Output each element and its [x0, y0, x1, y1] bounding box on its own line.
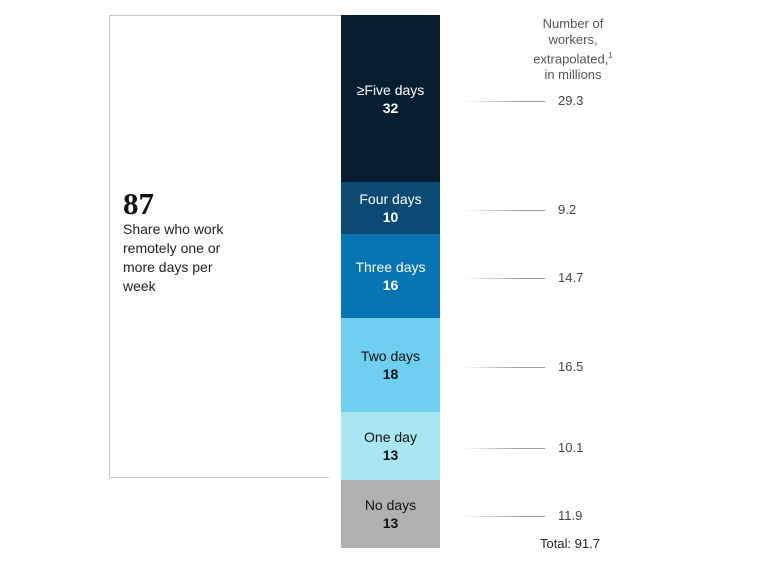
remote-share-label: Share who work remotely one or more days…	[123, 221, 224, 294]
workers-header-unit: in millions	[544, 67, 602, 83]
workers-value: 10.1	[558, 440, 584, 456]
segment-category: No days	[364, 497, 417, 514]
workers-value: 29.3	[558, 92, 584, 108]
remote-share-value: 87	[123, 186, 154, 221]
segment-category: Three days	[355, 259, 426, 276]
workers-total: Total: 91.7	[540, 536, 600, 551]
bar-segment-label: ≥Five days 32	[331, 81, 450, 117]
workers-leader-line	[463, 448, 545, 450]
bar-segment-label: Three days 16	[331, 258, 450, 294]
bar-segment	[341, 412, 440, 481]
bar-segment-label: Two days 18	[331, 347, 450, 383]
bar-segment-label: One day 13	[331, 428, 450, 464]
workers-leader-line	[463, 100, 545, 102]
bar-segment	[341, 318, 440, 413]
bar-segment	[341, 15, 440, 183]
segment-value: 13	[382, 447, 399, 464]
workers-column-header: Number of workers, extrapolated,1 in mil…	[520, 16, 626, 83]
segment-value: 10	[382, 209, 399, 226]
workers-value: 9.2	[558, 202, 577, 218]
workers-leader-line	[463, 210, 545, 212]
workers-leader-line	[463, 278, 545, 280]
workers-value: 11.9	[558, 508, 583, 524]
segment-value: 13	[382, 515, 399, 532]
bar-segment-label: Four days 10	[331, 190, 450, 226]
bar-segment	[341, 480, 440, 548]
segment-category: One day	[364, 429, 417, 446]
workers-header-footnote: 1	[608, 51, 613, 60]
segment-value: 16	[382, 277, 399, 294]
bar-segment	[341, 234, 440, 319]
bar-segment	[341, 182, 440, 235]
workers-leader-line	[463, 367, 545, 369]
segment-value: 18	[382, 366, 399, 383]
workers-value: 14.7	[558, 270, 584, 286]
segment-category: ≥Five days	[356, 81, 425, 98]
segment-category: Two days	[360, 348, 421, 365]
workers-leader-line	[463, 516, 545, 518]
workers-header-text: Number of workers, extrapolated,	[533, 16, 609, 67]
segment-category: Four days	[359, 191, 422, 208]
remote-share-bracket	[109, 15, 341, 478]
bar-segment-label: No days 13	[331, 496, 450, 532]
workers-value: 16.5	[558, 359, 584, 375]
segment-value: 32	[382, 99, 399, 116]
